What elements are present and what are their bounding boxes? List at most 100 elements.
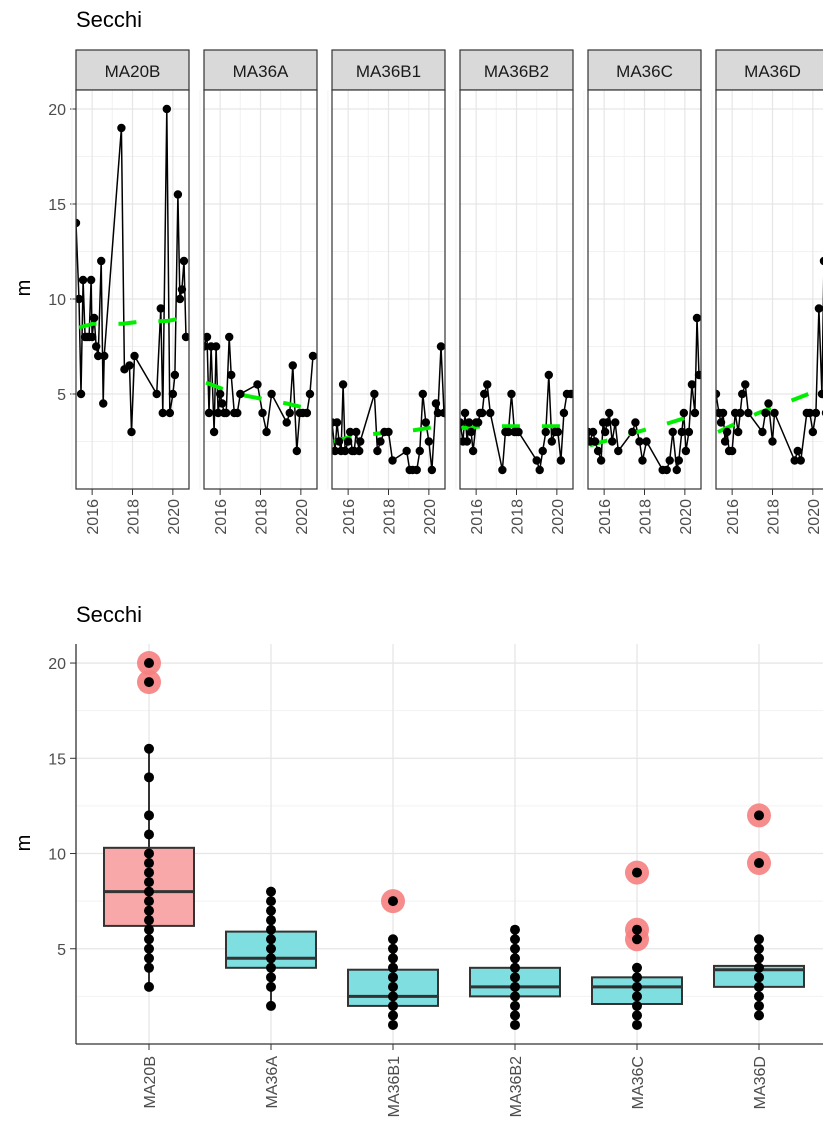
facet-panel: MA36D 2016 2018 2020 [711, 49, 823, 535]
data-point [93, 351, 103, 361]
data-point [761, 408, 770, 418]
data-point [632, 972, 642, 983]
y-tick-label: 5 [57, 942, 66, 959]
data-point [152, 389, 161, 399]
data-point [421, 418, 431, 427]
data-point [736, 408, 745, 418]
data-point [217, 399, 227, 408]
data-point [179, 256, 189, 266]
data-point [424, 437, 434, 446]
data-point [668, 427, 677, 437]
data-point [266, 896, 276, 907]
data-point [388, 1000, 398, 1011]
trend-line [717, 386, 823, 434]
data-point [510, 924, 520, 935]
facet-strip-label: MA36A [233, 62, 289, 81]
data-point [175, 294, 185, 304]
data-point [87, 332, 97, 342]
data-point [722, 427, 732, 437]
data-point [302, 408, 312, 418]
data-point [288, 361, 297, 370]
data-point [754, 858, 764, 869]
data-point [662, 465, 671, 475]
data-point [611, 418, 620, 427]
data-point [388, 981, 398, 992]
data-point [266, 924, 276, 935]
x-tick-label: 2018 [766, 499, 783, 535]
data-point [464, 418, 474, 427]
data-point [504, 427, 513, 437]
data-point [144, 962, 154, 973]
data-point [343, 437, 353, 446]
data-point [754, 943, 764, 954]
data-point [225, 332, 234, 342]
data-point [566, 389, 573, 399]
data-point [168, 389, 178, 399]
facet-panel: MA36B1 2016 2018 2020 [327, 49, 446, 535]
data-point [510, 953, 520, 964]
data-point [600, 427, 610, 437]
data-point [510, 972, 520, 983]
data-point [144, 896, 154, 907]
data-point [266, 962, 276, 973]
data-point [388, 962, 398, 973]
y-tick-label: 15 [48, 197, 66, 214]
data-point [144, 829, 154, 840]
data-point [266, 981, 276, 992]
y-tick-label: 20 [48, 102, 66, 119]
facet-panel: MA20B 2016 2018 2020 [71, 49, 190, 535]
data-point [388, 943, 398, 954]
data-point [144, 810, 154, 821]
data-point [768, 437, 777, 446]
data-point [352, 427, 361, 437]
data-point [215, 389, 225, 399]
data-point [632, 1019, 642, 1030]
data-point [373, 446, 382, 456]
data-point [144, 848, 154, 859]
data-point [764, 399, 773, 408]
x-tick-label: 2016 [341, 499, 358, 535]
data-point [370, 389, 379, 399]
data-point [376, 437, 385, 446]
data-point [672, 465, 681, 475]
data-point [733, 427, 743, 437]
data-point [266, 934, 276, 945]
data-point [181, 332, 189, 342]
x-tick-label: 2018 [510, 499, 527, 535]
data-point [227, 370, 236, 380]
data-point [388, 953, 398, 964]
data-point [76, 389, 86, 399]
data-point [233, 408, 242, 418]
data-point [631, 418, 640, 427]
x-tick-label: 2018 [126, 499, 143, 535]
data-point [99, 399, 108, 408]
data-point [340, 446, 350, 456]
data-point [144, 981, 154, 992]
data-point [553, 427, 563, 437]
data-point [127, 427, 136, 437]
data-point [796, 456, 805, 465]
data-point [162, 104, 172, 114]
data-point [665, 456, 674, 465]
data-point [532, 456, 541, 465]
bottom-chart-title: Secchi [76, 602, 142, 627]
x-tick-label: 2020 [422, 499, 439, 535]
x-tick-label: 2018 [254, 499, 271, 535]
facet-panel: MA36C 2016 2018 2020 [583, 49, 702, 535]
data-point [632, 924, 642, 935]
data-point [266, 943, 276, 954]
data-point [544, 370, 553, 380]
data-point [754, 953, 764, 964]
data-point [431, 399, 441, 408]
x-tick-label: 2016 [85, 499, 102, 535]
data-point [468, 446, 478, 456]
data-point [415, 446, 424, 456]
data-point [727, 446, 737, 456]
data-point [258, 408, 267, 418]
bottom-box-chart: 5 10 15 20 MA20B MA36A MA36B1 MA36B2 MA36C MA36D [48, 644, 823, 1117]
data-point [510, 1010, 520, 1021]
data-point [632, 934, 642, 945]
x-tick-label: 2020 [678, 499, 695, 535]
x-tick-label: 2016 [213, 499, 230, 535]
data-point [338, 380, 348, 389]
